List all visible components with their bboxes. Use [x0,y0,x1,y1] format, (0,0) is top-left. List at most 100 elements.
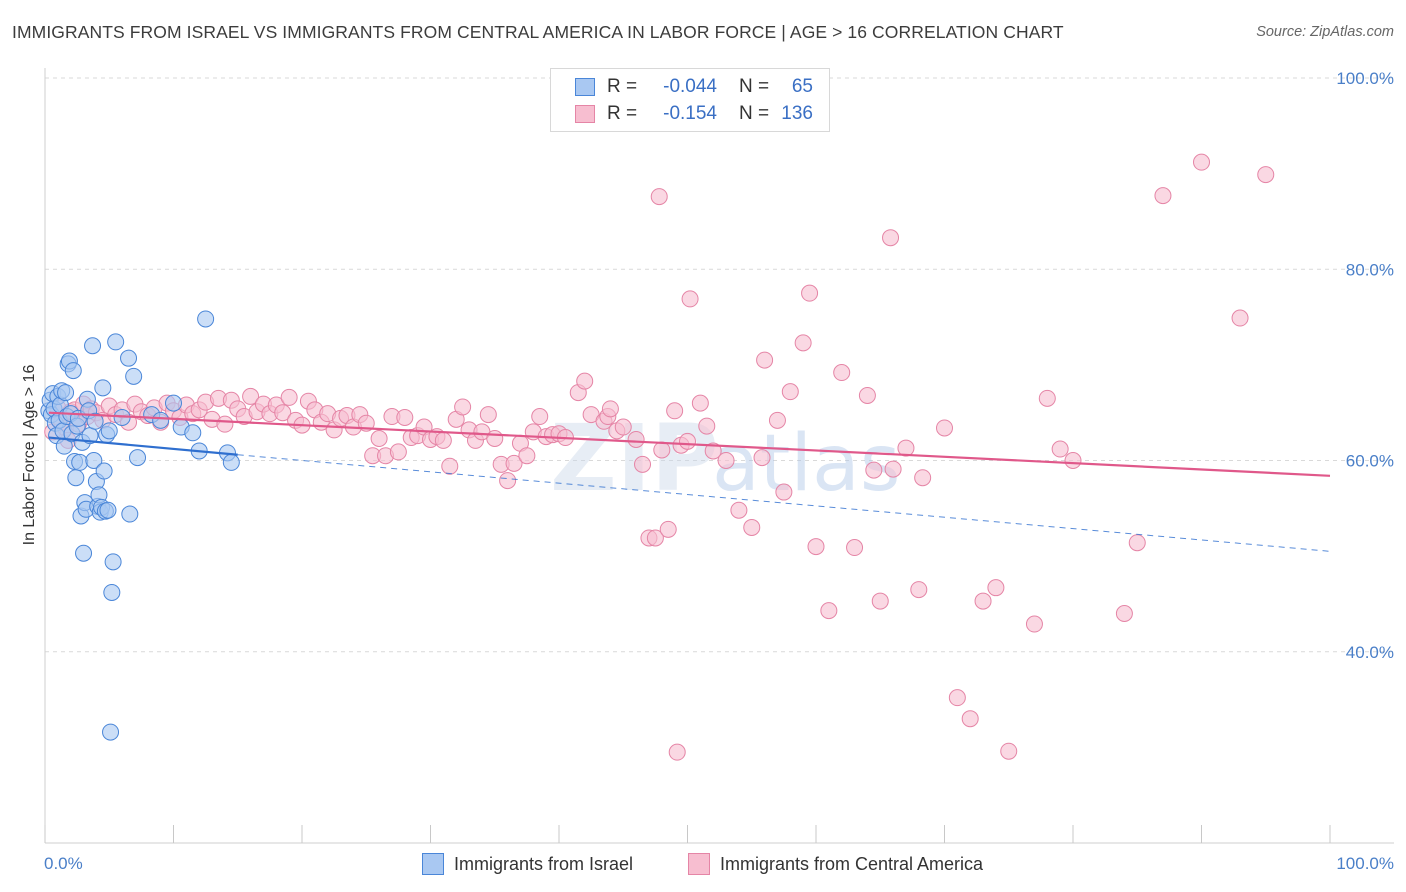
y-tick-label: 80.0% [1346,260,1394,279]
central-america-point [1064,452,1082,469]
israel-point [104,553,122,571]
central-america-point [679,432,696,450]
central-america-point [454,398,472,416]
central-america-point [1051,440,1069,458]
axes [44,68,1394,844]
chart-title: IMMIGRANTS FROM ISRAEL VS IMMIGRANTS FRO… [12,22,1064,42]
central-america-point [576,372,594,390]
central-america-point [1115,605,1133,622]
central-america-point [668,743,686,761]
central-america-point [441,457,459,475]
central-america-point [768,411,786,429]
legend-n-label: N = [739,76,770,97]
central-america-point [650,188,668,206]
y-tick-label: 100.0% [1336,69,1394,88]
central-america-point [1154,187,1172,205]
central-america-point [865,461,883,479]
central-america-point [531,408,549,426]
israel-point [57,384,75,402]
israel-point [129,449,147,467]
central-america-point [518,447,536,465]
central-america-point [389,443,407,461]
israel-point [107,333,125,351]
central-america-point [717,452,735,469]
legend-n-value: 136 [781,103,813,124]
bottom-legend-swatch-israel [422,853,444,875]
central-america-point [775,483,793,501]
central-america-point [1128,534,1146,552]
israel-points [40,310,240,741]
central-america-point [274,404,292,422]
legend-r-label: R = [607,103,638,124]
israel-point [102,723,120,741]
legend-n-label: N = [739,103,770,124]
central-america-point [871,592,889,610]
tick-labels: 100.0% 80.0% 60.0% 40.0% 0.0% 100.0% [44,69,1394,873]
source-credit: Source: ZipAtlas.com [1256,24,1394,40]
bottom-legend-label-central-america: Immigrants from Central America [720,853,984,874]
central-america-point [882,229,900,247]
central-america-point [646,529,664,547]
israel-point [120,349,138,367]
central-america-point [505,454,523,472]
central-america-point [486,430,504,448]
israel-point [75,544,93,562]
y-tick-label: 60.0% [1346,452,1394,471]
central-america-point [936,419,953,437]
israel-point [99,501,117,519]
central-america-point [601,400,619,418]
central-america-point [781,383,799,401]
central-america-trend-line [48,411,1331,477]
israel-point [184,424,202,442]
israel-point [84,337,102,355]
central-america-point [914,469,932,487]
central-america-point [698,417,716,435]
x-tick-label: 100.0% [1336,854,1394,873]
central-america-point [858,386,876,404]
legend-row-israel: R = -0.044 N = 65 [575,76,813,98]
central-america-point [884,460,902,478]
central-america-point [653,441,671,459]
central-america-point [897,439,915,457]
trend-lines [48,411,1331,552]
central-america-point [666,402,684,420]
israel-point [86,412,104,430]
israel-point [100,422,118,440]
israel-point [95,462,113,480]
central-america-point [794,334,812,352]
central-america-point [743,518,761,536]
grid-lines [45,77,1394,653]
central-america-point [659,520,677,538]
y-tick-label: 40.0% [1346,643,1394,662]
central-america-point [961,710,979,728]
central-america-point [1193,153,1210,171]
central-america-point [396,408,414,426]
watermark-zip: ZIP [550,405,718,512]
central-america-point [370,430,388,448]
central-america-point [833,364,851,382]
israel-point [197,310,215,328]
central-america-point [910,581,928,599]
bottom-legend-swatch-central-america [688,853,710,875]
central-america-point [1257,166,1275,184]
central-america-point [704,442,722,460]
central-america-point [801,284,819,302]
central-america-point [242,387,260,405]
israel-trend-line [48,436,238,456]
legend-swatch-israel [575,78,595,96]
y-axis-label: In Labor Force | Age > 16 [21,365,38,546]
central-america-point [948,689,966,707]
legend-n-value: 65 [791,76,813,97]
israel-point [64,362,82,380]
bottom-legend-israel: Immigrants from Israel [422,852,633,876]
central-america-point [807,538,825,556]
legend-r-value: -0.044 [663,76,717,97]
israel-point [125,367,143,385]
central-america-point [846,539,864,557]
central-america-point [216,415,234,433]
central-america-point [1025,615,1043,633]
central-america-point [974,592,992,610]
central-america-point [1231,309,1249,327]
israel-point [165,394,182,412]
